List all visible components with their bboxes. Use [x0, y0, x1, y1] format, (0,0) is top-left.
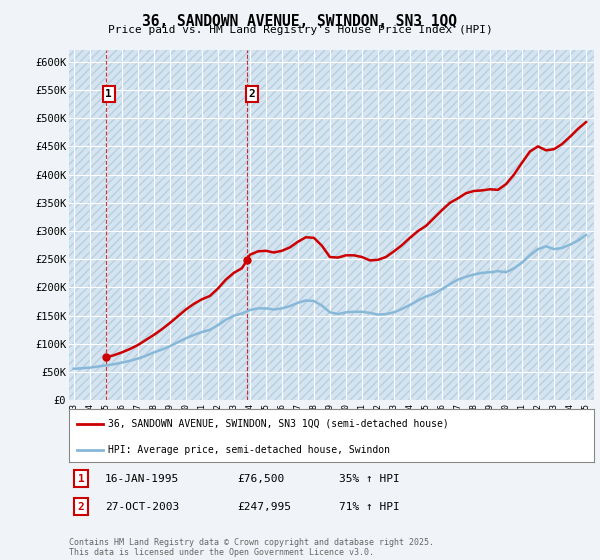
Text: 1: 1: [77, 474, 85, 484]
Text: 36, SANDOWN AVENUE, SWINDON, SN3 1QQ: 36, SANDOWN AVENUE, SWINDON, SN3 1QQ: [143, 14, 458, 29]
Text: £247,995: £247,995: [237, 502, 291, 512]
Text: 35% ↑ HPI: 35% ↑ HPI: [339, 474, 400, 484]
Text: 71% ↑ HPI: 71% ↑ HPI: [339, 502, 400, 512]
Text: 36, SANDOWN AVENUE, SWINDON, SN3 1QQ (semi-detached house): 36, SANDOWN AVENUE, SWINDON, SN3 1QQ (se…: [109, 419, 449, 429]
Text: 2: 2: [77, 502, 85, 512]
Text: 1: 1: [106, 89, 112, 99]
Text: HPI: Average price, semi-detached house, Swindon: HPI: Average price, semi-detached house,…: [109, 445, 391, 455]
Text: £76,500: £76,500: [237, 474, 284, 484]
Text: 27-OCT-2003: 27-OCT-2003: [105, 502, 179, 512]
Text: Contains HM Land Registry data © Crown copyright and database right 2025.
This d: Contains HM Land Registry data © Crown c…: [69, 538, 434, 557]
Text: 2: 2: [248, 89, 255, 99]
Text: Price paid vs. HM Land Registry's House Price Index (HPI): Price paid vs. HM Land Registry's House …: [107, 25, 493, 35]
Text: 16-JAN-1995: 16-JAN-1995: [105, 474, 179, 484]
